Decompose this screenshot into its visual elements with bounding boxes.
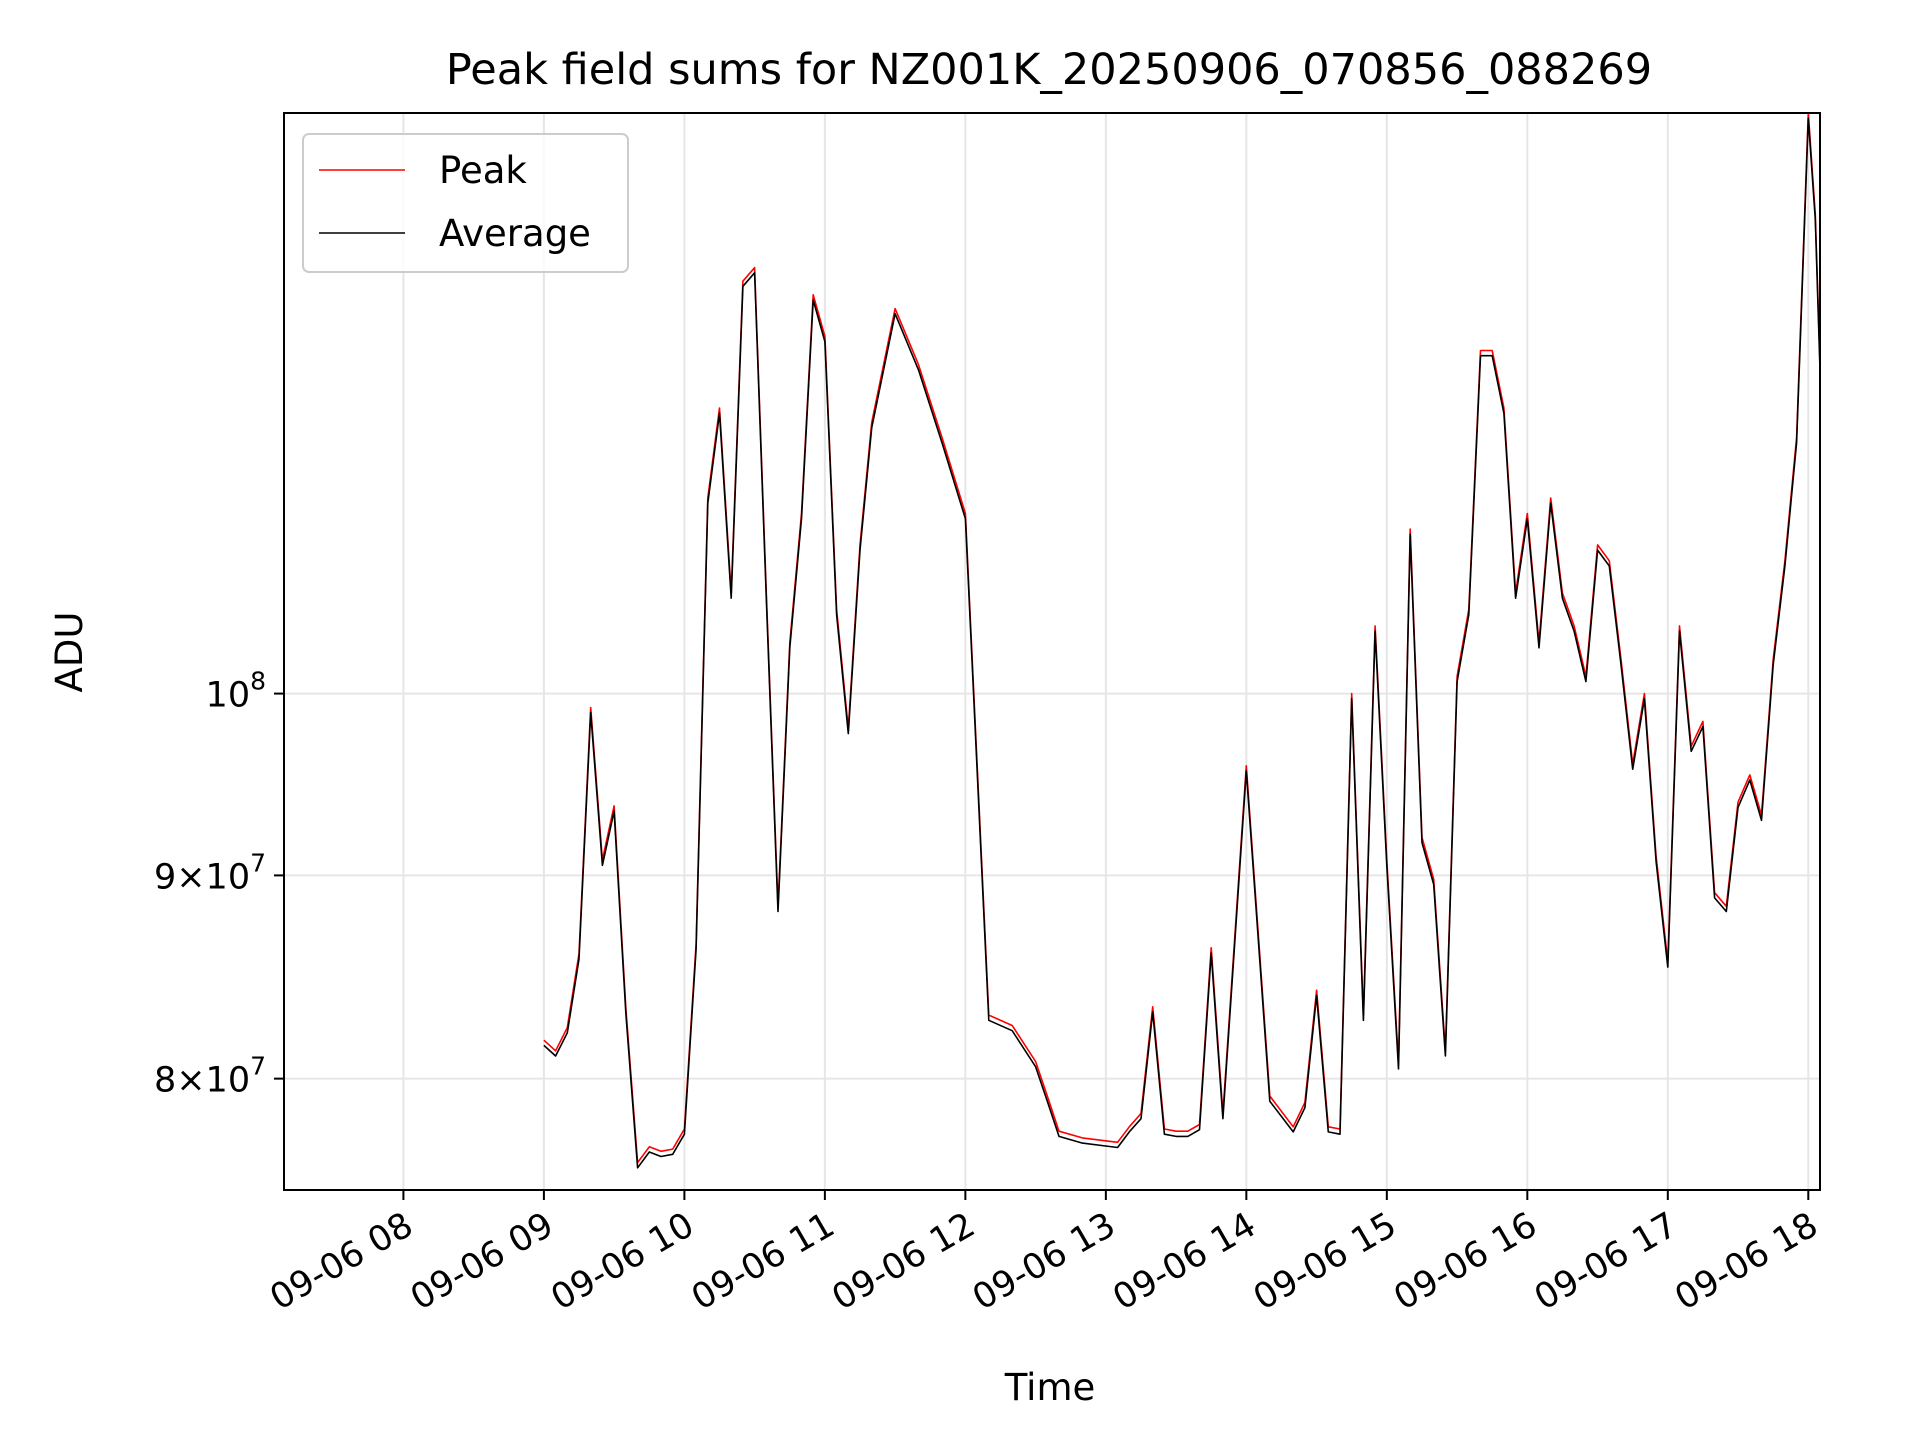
plot-area-frame — [283, 112, 1821, 1191]
legend: Peak Average — [302, 133, 629, 273]
y-tick-label: 9×107 — [154, 848, 266, 897]
y-axis-label: ADU — [48, 612, 91, 693]
y-tick-label: 108 — [206, 667, 266, 716]
plot-series — [543, 112, 1821, 1169]
legend-box — [302, 133, 629, 273]
legend-peak-label: Peak — [439, 149, 527, 192]
chart-title: Peak field sums for NZ001K_20250906_0708… — [446, 45, 1652, 95]
series-average-line — [543, 117, 1821, 1169]
legend-average-label: Average — [439, 212, 591, 255]
grid-lines — [284, 113, 1820, 1190]
y-tick-label: 8×107 — [154, 1052, 266, 1101]
x-axis-label: Time — [1004, 1366, 1096, 1409]
y-axis: 8×107 9×107 108 — [154, 667, 284, 1101]
